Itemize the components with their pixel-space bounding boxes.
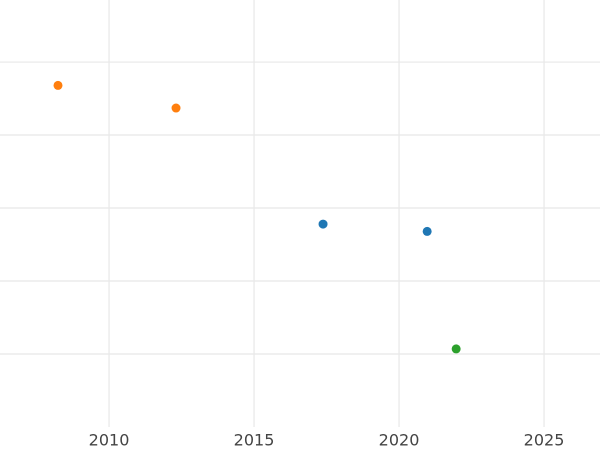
point [318,219,328,229]
point [53,80,63,90]
point [171,103,181,113]
x-tick-label: 2015 [234,431,275,450]
point [451,344,461,354]
x-tick-label: 2025 [524,431,565,450]
x-tick-label: 2020 [379,431,420,450]
x-tick-label: 2010 [89,431,130,450]
point [422,226,432,236]
